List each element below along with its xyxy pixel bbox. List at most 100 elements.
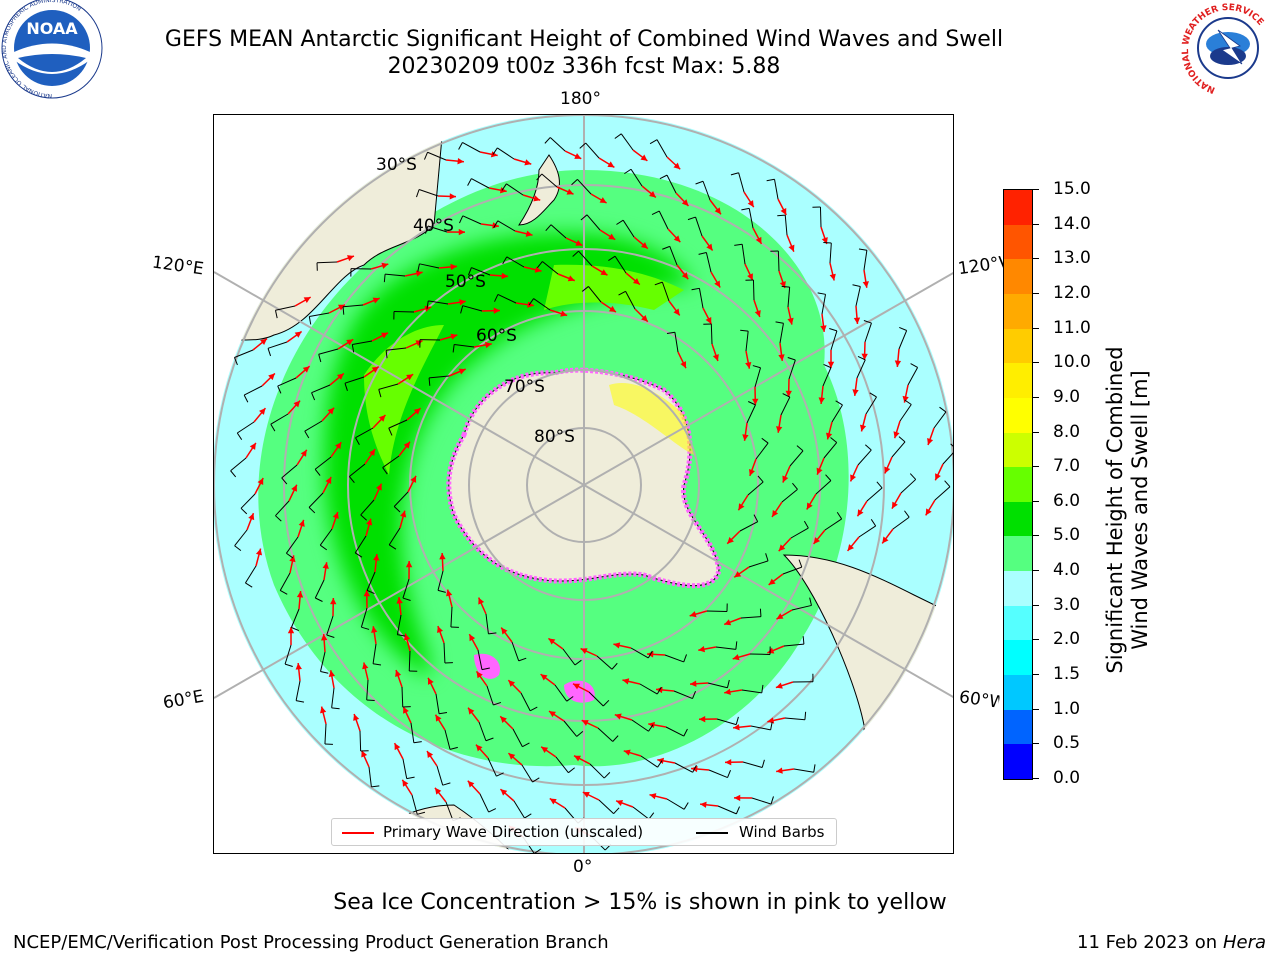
wind-barb-flag [654,281,663,286]
wind-barb-flag [361,626,370,630]
wind-barb-shaft [707,682,728,689]
wave-direction-arrowhead [548,638,556,645]
wind-barb-flag [695,180,704,185]
wave-direction-arrowhead [567,275,575,282]
wind-barb-flag [308,316,312,325]
wind-barb-shaft [942,452,953,465]
wind-barb-flag [267,348,272,357]
wind-barb-flag [730,172,739,176]
wind-barb-shaft [360,499,375,516]
wind-barb-shaft [427,151,447,161]
wind-barb-flag [792,482,798,490]
colorbar-tick-label: 4.0 [1053,560,1081,581]
wind-barb-shaft [741,689,762,694]
wave-direction-arrowhead [732,654,740,661]
wave-direction-arrowhead [541,746,549,753]
wind-barb-shaft [787,287,791,308]
wind-barb-shaft [669,246,678,266]
wave-direction-arrowhead [458,228,465,236]
wind-barb-shaft [485,613,489,634]
meridian-label-60w: 60°W [957,687,1001,713]
wind-barb-shaft [855,286,861,307]
wind-barb-flag [342,306,345,315]
wind-barb-shaft [324,723,327,744]
wind-barb-flag [613,807,620,815]
wind-barb-flag [898,436,906,443]
wave-direction-arrowhead [734,571,742,578]
wind-barb-flag [314,468,321,476]
wind-barb-shaft [740,616,761,619]
wind-barb-shaft [789,450,804,467]
wind-barb-flag [467,267,472,276]
wave-direction-arrowhead [501,627,508,635]
wind-barb-shaft [741,244,746,265]
wind-barb-shaft [673,690,693,700]
wind-barb-flag [388,544,397,550]
wind-barb-shaft [739,521,758,532]
colorbar-segment [1004,466,1032,502]
wave-direction-arrowhead [533,195,541,202]
wind-barb-flag [909,473,917,480]
wave-direction-arrowhead [853,317,861,324]
colorbar-tickmark [1033,535,1039,537]
wave-direction-arrowhead [861,353,868,360]
wind-barb-flag [315,597,323,602]
wave-direction-arrowhead [337,304,345,311]
wind-barb-flag [657,760,663,768]
wind-barb-shaft [368,766,372,787]
wave-direction-arrowhead [469,634,476,642]
wave-direction-arrowhead [449,193,456,200]
wave-direction-arrowhead [371,366,379,373]
wave-direction-arrowhead [698,646,706,653]
wave-direction-arrowhead [534,266,542,273]
colorbar-label-line2: Wind Waves and Swell [m] [1128,370,1152,650]
wind-barb-shaft [360,607,368,628]
wave-direction-arrowhead [884,466,891,474]
wave-direction-arrowhead [748,468,755,476]
wind-barb-flag [354,552,363,558]
wind-barb-shaft [445,801,454,821]
wave-direction-arrowhead [600,269,608,276]
wind-barb-shaft [658,210,669,230]
wave-direction-arrowhead [335,442,342,450]
wind-barb-flag [770,721,773,730]
wind-barb-flag [537,261,543,269]
wave-direction-arrowhead [325,476,332,484]
wind-barb-shaft [506,256,525,268]
wave-direction-arrowhead [727,537,734,544]
wind-barb-flag [612,735,619,742]
latitude-label-80s: 80°S [534,427,575,447]
wind-barb-flag [753,514,759,522]
wind-barb-flag [647,650,653,659]
colorbar-segment [1004,570,1032,606]
wind-barb-flag [761,684,764,693]
wind-barb-shaft [674,332,679,353]
wave-direction-arrowhead [725,759,732,766]
colorbar [1003,189,1033,780]
wind-barb-shaft [444,729,451,750]
colorbar-tickmark [1033,258,1039,260]
wind-barb-flag [904,510,910,518]
wind-barb-flag [747,401,756,406]
wind-barb-flag [864,444,872,451]
wind-barb-flag [648,724,654,732]
colorbar-tick-label: 12.0 [1053,282,1091,303]
wind-barb-shaft [625,291,636,310]
wind-barb-shaft [471,178,490,189]
wind-barb-shaft [630,647,649,659]
wind-barb-flag [683,654,688,663]
wind-barb-flag [939,406,947,413]
wave-direction-arrowhead [599,197,607,204]
wave-direction-arrowhead [468,707,475,715]
wind-barb-flag [863,320,872,324]
colorbar-tickmark [1033,674,1039,676]
wind-barb-shaft [562,648,576,666]
wind-barb-shaft [243,385,263,396]
wind-barb-flag [275,515,282,522]
wind-barb-shaft [512,728,523,747]
wind-barb-flag [501,183,507,191]
wind-barb-shaft [366,679,369,700]
wind-barb-shaft [533,298,551,311]
wave-direction-arrowhead [714,207,721,215]
wave-direction-arrowhead [249,442,256,450]
